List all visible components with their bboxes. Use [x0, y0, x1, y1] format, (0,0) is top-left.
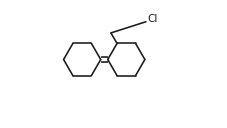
Text: Cl: Cl: [148, 14, 158, 24]
